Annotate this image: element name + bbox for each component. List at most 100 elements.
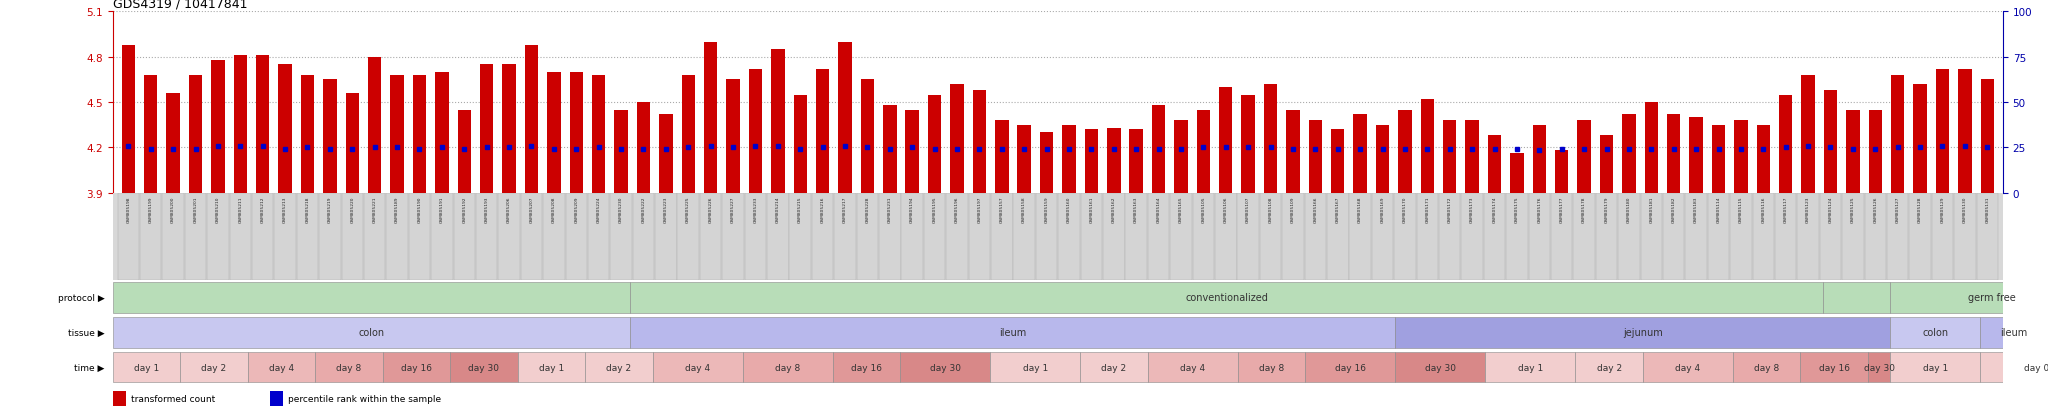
Bar <box>1241 95 1255 193</box>
Bar <box>139 193 162 280</box>
Bar <box>586 352 653 382</box>
Bar <box>1421 100 1434 193</box>
Bar <box>1147 352 1237 382</box>
Bar <box>547 73 561 193</box>
Bar <box>1731 193 1751 280</box>
Bar <box>655 193 676 280</box>
Bar <box>1980 317 2048 348</box>
Bar <box>1237 352 1305 382</box>
Bar <box>1305 352 1395 382</box>
Bar <box>1663 193 1683 280</box>
Bar <box>1372 193 1393 280</box>
Bar <box>1757 126 1769 193</box>
Bar <box>274 193 295 280</box>
Text: colon: colon <box>1923 328 1948 337</box>
Text: GSM805160: GSM805160 <box>1067 196 1071 222</box>
Bar <box>1640 193 1663 280</box>
Text: GSM805222: GSM805222 <box>641 196 645 222</box>
Bar <box>772 50 784 193</box>
Text: GSM805127: GSM805127 <box>1896 196 1901 222</box>
Text: GSM805219: GSM805219 <box>328 196 332 222</box>
Bar <box>1733 352 1800 382</box>
Text: percentile rank within the sample: percentile rank within the sample <box>289 394 442 403</box>
Text: GSM805105: GSM805105 <box>1202 196 1206 223</box>
Bar <box>928 95 942 193</box>
Text: GSM805230: GSM805230 <box>618 196 623 222</box>
Text: GSM805170: GSM805170 <box>1403 196 1407 222</box>
Text: GSM805193: GSM805193 <box>485 196 489 222</box>
Bar <box>1890 282 2048 313</box>
Text: GSM805194: GSM805194 <box>909 196 913 222</box>
Text: GSM805199: GSM805199 <box>150 196 154 222</box>
Bar <box>1976 193 1999 280</box>
Text: ileum: ileum <box>2001 328 2028 337</box>
Text: GSM805215: GSM805215 <box>799 196 803 223</box>
Bar <box>678 193 698 280</box>
Bar <box>1845 110 1860 193</box>
Bar <box>1645 103 1659 193</box>
Text: GSM805182: GSM805182 <box>1671 196 1675 222</box>
Text: GSM805221: GSM805221 <box>373 196 377 222</box>
Bar <box>1935 70 1950 193</box>
Text: day 16: day 16 <box>1335 363 1366 372</box>
Text: GDS4319 / 10417841: GDS4319 / 10417841 <box>113 0 248 10</box>
Text: day 4: day 4 <box>686 363 711 372</box>
Text: GSM805109: GSM805109 <box>1290 196 1294 222</box>
Text: GSM805131: GSM805131 <box>1985 196 1989 222</box>
Bar <box>1868 110 1882 193</box>
Bar <box>946 193 969 280</box>
Text: day 1: day 1 <box>1022 363 1049 372</box>
Text: GSM805218: GSM805218 <box>305 196 309 222</box>
Bar <box>1151 106 1165 193</box>
Text: GSM805225: GSM805225 <box>686 196 690 223</box>
Bar <box>166 94 180 193</box>
Bar <box>631 317 1395 348</box>
Bar <box>1864 193 1886 280</box>
Bar <box>1528 193 1550 280</box>
Text: GSM805213: GSM805213 <box>283 196 287 222</box>
Bar <box>705 43 717 193</box>
Text: GSM805174: GSM805174 <box>1493 196 1497 222</box>
Bar <box>1395 317 1890 348</box>
Bar <box>1237 193 1260 280</box>
Bar <box>1350 193 1370 280</box>
Text: GSM805125: GSM805125 <box>1851 196 1855 223</box>
Bar <box>1821 193 1841 280</box>
Bar <box>682 76 694 193</box>
Bar <box>723 193 743 280</box>
Bar <box>1444 121 1456 193</box>
Bar <box>991 193 1012 280</box>
Bar <box>518 352 586 382</box>
Bar <box>162 193 184 280</box>
Bar <box>1196 110 1210 193</box>
Bar <box>924 193 946 280</box>
Bar <box>905 110 920 193</box>
Bar <box>451 352 518 382</box>
Bar <box>1550 193 1573 280</box>
Bar <box>1841 193 1864 280</box>
Bar <box>319 193 340 280</box>
Text: day 1: day 1 <box>1923 363 1948 372</box>
Bar <box>342 193 362 280</box>
Bar <box>1108 128 1120 193</box>
Text: GSM805191: GSM805191 <box>440 196 444 222</box>
Text: GSM805117: GSM805117 <box>1784 196 1788 222</box>
Text: day 4: day 4 <box>268 363 295 372</box>
Bar <box>113 392 125 406</box>
Text: day 16: day 16 <box>401 363 432 372</box>
Bar <box>117 193 139 280</box>
Bar <box>745 193 766 280</box>
Bar <box>614 110 629 193</box>
Text: day 30: day 30 <box>469 363 500 372</box>
Text: GSM805175: GSM805175 <box>1516 196 1520 223</box>
Bar <box>1505 193 1528 280</box>
Bar <box>453 193 475 280</box>
Text: ileum: ileum <box>999 328 1026 337</box>
Bar <box>143 76 158 193</box>
Bar <box>1800 352 1868 382</box>
Text: GSM805178: GSM805178 <box>1583 196 1585 222</box>
Text: GSM805129: GSM805129 <box>1939 196 1944 222</box>
Bar <box>180 352 248 382</box>
Bar <box>1485 193 1505 280</box>
Text: colon: colon <box>358 328 385 337</box>
